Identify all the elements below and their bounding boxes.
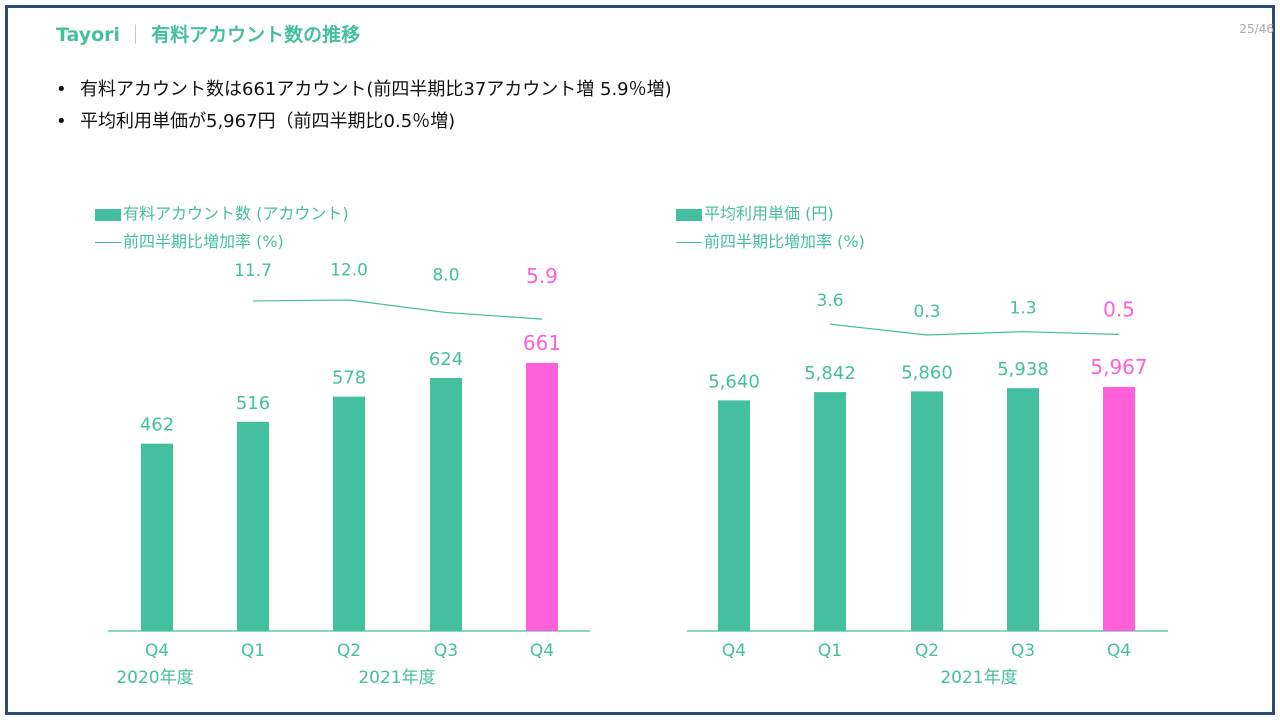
growth-rate-label: 12.0 bbox=[330, 261, 368, 281]
growth-rate-label: 0.5 bbox=[1103, 297, 1135, 321]
bullet-dot: • bbox=[56, 79, 67, 100]
bar-value-label: 5,967 bbox=[1090, 355, 1147, 379]
bar bbox=[526, 363, 558, 631]
bar-value-label: 5,842 bbox=[804, 363, 856, 384]
bullet-dot: • bbox=[56, 111, 67, 132]
x-tick-label: Q1 bbox=[241, 641, 265, 661]
legend-unit-price: 平均利用単価 (円) 前四半期比増加率 (%) bbox=[676, 200, 865, 256]
bullet-text: 平均利用単価が5,967円（前四半期比0.5％増) bbox=[80, 111, 456, 132]
growth-rate-label: 11.7 bbox=[234, 261, 272, 281]
legend-entry-bar: 平均利用単価 (円) bbox=[676, 200, 865, 228]
bar bbox=[718, 400, 750, 631]
x-tick-label: Q4 bbox=[1107, 641, 1131, 661]
x-tick-label: Q4 bbox=[530, 641, 554, 661]
bar-value-label: 661 bbox=[523, 331, 561, 355]
legend-label-bar: 平均利用単価 (円) bbox=[704, 204, 834, 223]
fiscal-year-label: 2021年度 bbox=[940, 668, 1017, 688]
growth-rate-label: 3.6 bbox=[816, 291, 843, 311]
legend-swatch-bar bbox=[95, 208, 121, 221]
legend-swatch-bar bbox=[676, 208, 702, 221]
bar bbox=[430, 378, 462, 631]
growth-rate-line bbox=[829, 323, 1120, 336]
legend-entry-bar: 有料アカウント数 (アカウント) bbox=[95, 200, 349, 228]
x-tick-label: Q4 bbox=[145, 641, 169, 661]
slide-frame bbox=[5, 5, 1275, 715]
x-tick-label: Q4 bbox=[722, 641, 746, 661]
title-separator: ｜ bbox=[126, 24, 146, 46]
legend-label-line: 前四半期比増加率 (%) bbox=[704, 232, 865, 251]
legend-label-line: 前四半期比増加率 (%) bbox=[123, 232, 284, 251]
growth-rate-line bbox=[252, 299, 543, 320]
legend-label-bar: 有料アカウント数 (アカウント) bbox=[123, 204, 349, 223]
bar-value-label: 624 bbox=[429, 349, 463, 370]
x-tick-label: Q1 bbox=[818, 641, 842, 661]
bar-value-label: 516 bbox=[236, 393, 270, 414]
growth-rate-label: 5.9 bbox=[526, 264, 558, 288]
bar-value-label: 578 bbox=[332, 368, 366, 389]
slide-title: Tayori ｜有料アカウント数の推移 bbox=[56, 20, 360, 47]
x-tick-label: Q3 bbox=[434, 641, 458, 661]
bar-value-label: 462 bbox=[140, 415, 174, 436]
legend-entry-line: 前四半期比増加率 (%) bbox=[676, 228, 865, 256]
growth-rate-label: 0.3 bbox=[913, 302, 940, 322]
bar-value-label: 5,860 bbox=[901, 362, 953, 383]
growth-rate-label: 8.0 bbox=[432, 265, 459, 285]
brand-name: Tayori bbox=[56, 24, 121, 46]
fiscal-year-label: 2021年度 bbox=[358, 668, 435, 688]
bullet-text: 有料アカウント数は661アカウント(前四半期比37アカウント増 5.9％増) bbox=[80, 79, 672, 100]
bar-value-label: 5,640 bbox=[708, 371, 760, 392]
fiscal-year-label: 2020年度 bbox=[116, 668, 193, 688]
x-tick-label: Q2 bbox=[337, 641, 361, 661]
legend-accounts: 有料アカウント数 (アカウント) 前四半期比増加率 (%) bbox=[95, 200, 349, 256]
page-title: 有料アカウント数の推移 bbox=[151, 24, 361, 46]
bar bbox=[141, 443, 173, 631]
legend-swatch-line bbox=[95, 242, 121, 243]
bar bbox=[814, 392, 846, 631]
x-tick-label: Q3 bbox=[1011, 641, 1035, 661]
legend-swatch-line bbox=[676, 242, 702, 243]
bullet-item: • 平均利用単価が5,967円（前四半期比0.5％増) bbox=[56, 106, 672, 138]
bar bbox=[1103, 387, 1135, 631]
page-number: 25/46 bbox=[1239, 22, 1274, 36]
legend-entry-line: 前四半期比増加率 (%) bbox=[95, 228, 349, 256]
bar bbox=[911, 391, 943, 631]
summary-bullets: • 有料アカウント数は661アカウント(前四半期比37アカウント増 5.9％増) … bbox=[56, 74, 672, 138]
bar bbox=[1007, 388, 1039, 631]
bar bbox=[237, 421, 269, 631]
bar-value-label: 5,938 bbox=[997, 359, 1049, 380]
growth-rate-label: 1.3 bbox=[1009, 299, 1036, 319]
bullet-item: • 有料アカウント数は661アカウント(前四半期比37アカウント増 5.9％増) bbox=[56, 74, 672, 106]
x-tick-label: Q2 bbox=[915, 641, 939, 661]
bar bbox=[333, 396, 365, 631]
